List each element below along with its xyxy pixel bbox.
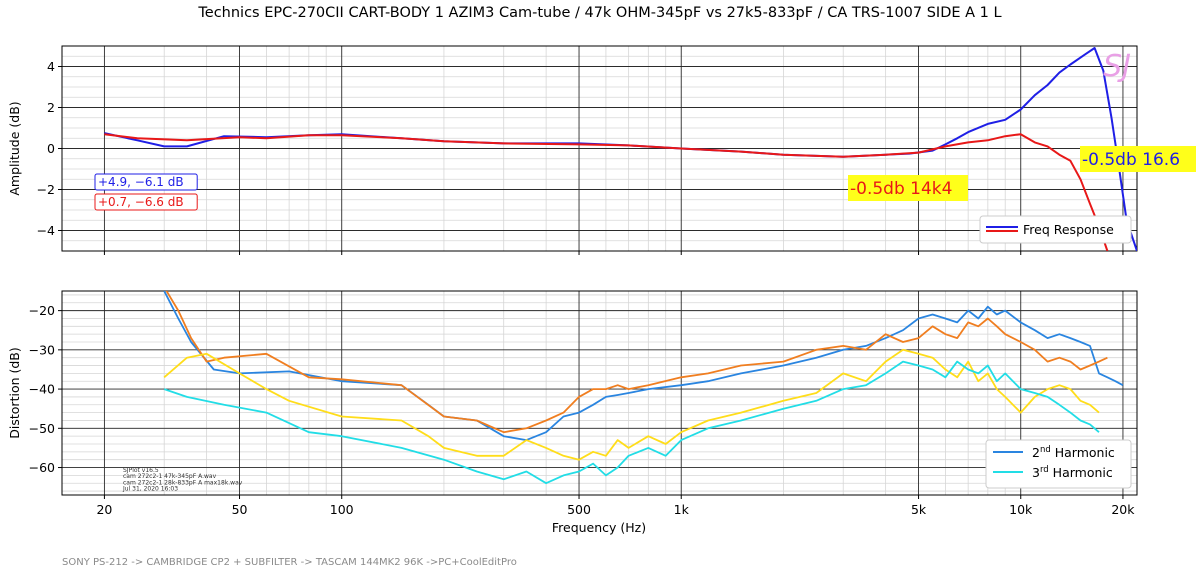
annotation-text: +0.7, −6.6 dB (98, 195, 184, 209)
amplitude-panel: 4 2 0 −2 −4 Amplitude (dB) SJ +4.9, −6.1 dB +0.7… (7, 45, 1196, 255)
series-group (104, 47, 1137, 251)
footer-note: SONY PS-212 -> CAMBRIDGE CP2 + SUBFILTER… (62, 557, 517, 568)
plot-info-line: SJPlot v16.5 (123, 467, 159, 474)
legend-box (979, 215, 1132, 244)
series-line-red (104, 133, 1109, 251)
y-tick-label: −4 (37, 223, 55, 238)
amplitude-legend: Freq Response (979, 215, 1132, 244)
distortion-panel: −20 −30 −40 −50 −60 Distortion (dB) 20 50 100 500… (7, 290, 1138, 535)
highlight-box (848, 175, 968, 201)
legend-superscript: nd (1040, 445, 1051, 455)
x-tick-label: 1k (674, 502, 690, 517)
series-line-h3 (163, 360, 1100, 485)
plot-info-line: cam 272c2-1 47k-345pF A.wav (123, 473, 217, 480)
series-group (163, 291, 1124, 485)
legend-label: Freq Response (1023, 222, 1114, 237)
y-tick-label: −60 (29, 460, 55, 475)
highlight-text: -0.5db 14k4 (850, 179, 952, 199)
legend-text: Harmonic (1051, 445, 1115, 460)
grid (62, 291, 1137, 495)
y-tick-label: −30 (29, 342, 55, 357)
x-axis-label: Frequency (Hz) (552, 520, 646, 535)
x-tick-label: 20k (1111, 502, 1135, 517)
highlight-text: -0.5db 16.6 (1082, 150, 1180, 170)
x-tick-label: 100 (330, 502, 354, 517)
x-tick-label: 50 (232, 502, 248, 517)
legend-label: 3rd Harmonic (1032, 465, 1113, 480)
y-tick-label: 2 (47, 100, 55, 115)
plot-frame (61, 290, 1138, 496)
legend-superscript: rd (1040, 465, 1049, 475)
series-line-yellow (163, 348, 1100, 461)
highlight-box (1080, 146, 1196, 172)
annotation-box (94, 173, 198, 191)
y-tick-label: −20 (29, 303, 55, 318)
x-tick-label: 5k (911, 502, 927, 517)
x-tick-label: 500 (567, 502, 591, 517)
annotation-box (94, 193, 198, 211)
y-axis-label: Distortion (dB) (7, 347, 22, 438)
legend-number: 2 (1032, 445, 1040, 460)
plot-info-line: Jul 31, 2020 16:03 (122, 486, 178, 493)
grid (62, 45, 1137, 252)
legend-number: 3 (1032, 465, 1040, 480)
x-tick-label: 10k (1009, 502, 1033, 517)
watermark: SJ (1103, 49, 1131, 84)
annotation-text: +4.9, −6.1 dB (98, 175, 184, 189)
y-tick-label: 4 (47, 59, 55, 74)
x-tick-label: 20 (96, 502, 112, 517)
legend-label: 2nd Harmonic (1032, 445, 1115, 460)
y-axis-label: Amplitude (dB) (7, 101, 22, 195)
plot-info-line: cam 272c2-1 28k-833pF A max18k.wav (123, 479, 243, 486)
y-tick-label: 0 (47, 141, 55, 156)
y-tick-label: −50 (29, 421, 55, 436)
chart-title: Technics EPC-270CII CART-BODY 1 AZIM3 Ca… (197, 5, 1001, 21)
series-line-orange (165, 291, 1108, 434)
y-tick-label: −2 (37, 182, 55, 197)
legend-text: Harmonic (1049, 465, 1113, 480)
y-tick-label: −40 (29, 382, 55, 397)
